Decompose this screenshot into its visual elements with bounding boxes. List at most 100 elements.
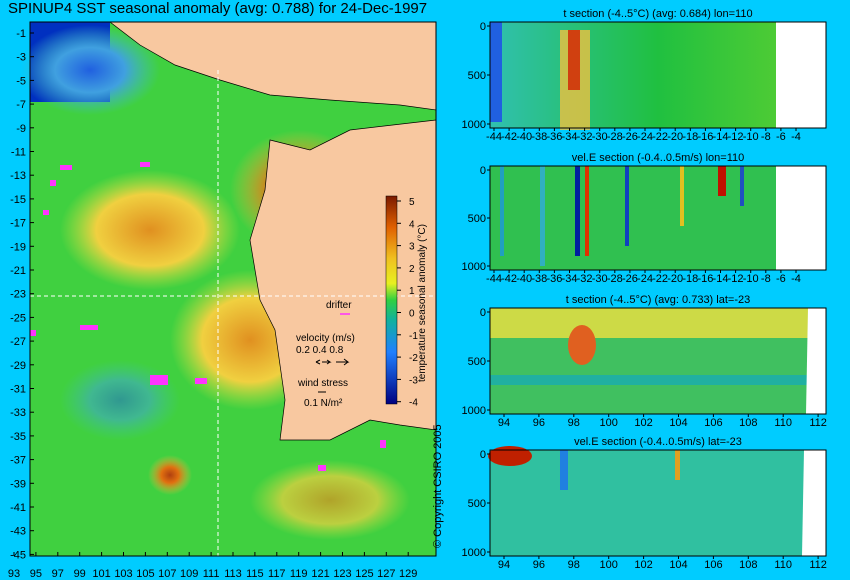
map-hot-eddy bbox=[148, 455, 192, 495]
velocity-arrow-3 bbox=[336, 358, 350, 366]
wind-stress-legend-title: wind stress bbox=[298, 378, 349, 389]
section-3-x-tick-label: 102 bbox=[634, 417, 652, 429]
map-lat-tick-label: -3 bbox=[16, 52, 26, 64]
section-2-x-tick-label: -34 bbox=[562, 273, 578, 285]
section-4-y-tick-label: 1000 bbox=[462, 547, 486, 559]
section-2-x-tick-label: -12 bbox=[728, 273, 744, 285]
section-4-x-tick-label: 100 bbox=[600, 559, 618, 571]
map-lat-tick-label: -35 bbox=[10, 431, 26, 443]
section-2-title: vel.E section (-0.4..0.5m/s) lon=110 bbox=[571, 152, 745, 164]
section-4-y-tick-label: 0 bbox=[480, 449, 486, 461]
map-cool-eddy bbox=[60, 360, 180, 440]
section-2-plot bbox=[490, 166, 826, 270]
section-3-warm-layer bbox=[490, 308, 810, 338]
map-lon-tick-label: 103 bbox=[114, 568, 132, 580]
section-3-x-tick-label: 100 bbox=[600, 417, 618, 429]
section-4-plot bbox=[490, 450, 826, 556]
section-2-x-tick-label: -16 bbox=[697, 273, 713, 285]
section-4-x-tick-label: 112 bbox=[809, 559, 827, 571]
section-2-stripes bbox=[500, 166, 744, 266]
map-lon-tick-label: 105 bbox=[136, 568, 154, 580]
section-4-east-flow bbox=[675, 450, 680, 480]
section-2-x-tick-label: -18 bbox=[682, 273, 698, 285]
section-1-y-tick-label: 500 bbox=[468, 70, 486, 82]
map-lon-tick-label: 111 bbox=[203, 568, 220, 580]
section-2-x-tick-label: -30 bbox=[592, 273, 608, 285]
map-lat-tick-label: -9 bbox=[16, 123, 26, 135]
section-2-x-tick-label: -24 bbox=[637, 273, 653, 285]
section-3-hot-spot bbox=[568, 325, 596, 365]
section-1-x-tick-label: -30 bbox=[592, 131, 608, 143]
section-1-x-tick-label: -24 bbox=[637, 131, 653, 143]
section-2-x-tick-label: -44 bbox=[486, 273, 502, 285]
section-2-x-tick-label: -32 bbox=[577, 273, 593, 285]
section-1-x-tick-label: -26 bbox=[622, 131, 638, 143]
colorbar-label: temperature seasonal anomaly (°C) bbox=[417, 224, 428, 382]
map-warm-region-3 bbox=[250, 460, 410, 540]
map-lon-tick-label: 115 bbox=[246, 568, 264, 580]
map-lat-tick-label: -37 bbox=[10, 455, 26, 467]
section-3-title: t section (-4..5°C) (avg: 0.733) lat=-23 bbox=[565, 294, 751, 306]
section-1-x-tick-label: -10 bbox=[743, 131, 759, 143]
section-3-x-tick-label: 96 bbox=[533, 417, 545, 429]
section-1-x-tick-label: -14 bbox=[713, 131, 729, 143]
section-4-x-tick-label: 96 bbox=[533, 559, 545, 571]
velocity-legend-title: velocity (m/s) bbox=[296, 333, 355, 344]
copyright-notice: © Copyright CSIRO 2005 bbox=[432, 424, 444, 548]
map-lat-tick-label: -33 bbox=[10, 407, 26, 419]
colorbar-tick-label: 3 bbox=[409, 242, 415, 253]
section-4-x-tick-label: 94 bbox=[498, 559, 510, 571]
map-warm-region-1 bbox=[60, 170, 240, 290]
section-1-x-tick-label: -18 bbox=[682, 131, 698, 143]
section-4-land bbox=[802, 450, 826, 556]
section-4-x-tick-label: 106 bbox=[704, 559, 722, 571]
section-2-x-tick-label: -28 bbox=[607, 273, 623, 285]
map-lat-tick-label: -13 bbox=[10, 170, 26, 182]
section-3-x-tick-label: 98 bbox=[568, 417, 580, 429]
section-2-x-tick-label: -4 bbox=[791, 273, 801, 285]
section-4-x-tick-label: 102 bbox=[634, 559, 652, 571]
map-lon-tick-label: 95 bbox=[30, 568, 42, 580]
map-lat-tick-label: -43 bbox=[10, 526, 26, 538]
section-1-x-tick-label: -12 bbox=[728, 131, 744, 143]
section-2-x-tick-label: -36 bbox=[546, 273, 562, 285]
map-lon-tick-label: 113 bbox=[224, 568, 242, 580]
drifter-legend-label: drifter bbox=[326, 300, 352, 311]
map-lon-tick-label: 119 bbox=[290, 568, 308, 580]
section-3-land bbox=[806, 308, 826, 414]
section-2-x-tick-label: -38 bbox=[531, 273, 547, 285]
map-cold-eddy bbox=[20, 25, 160, 115]
section-2-x-tick-label: -40 bbox=[516, 273, 532, 285]
colorbar-tick-label: -3 bbox=[409, 375, 418, 386]
map-lon-tick-label: 127 bbox=[377, 568, 395, 580]
map-lat-tick-label: -15 bbox=[10, 194, 26, 206]
section-2-x-tick-label: -6 bbox=[776, 273, 786, 285]
section-1-x-tick-label: -16 bbox=[697, 131, 713, 143]
section-4-y-tick-label: 500 bbox=[468, 498, 486, 510]
page-title: SPINUP4 SST seasonal anomaly (avg: 0.788… bbox=[8, 0, 428, 17]
colorbar-tick-label: 5 bbox=[409, 197, 415, 208]
section-2-x-tick-label: -20 bbox=[667, 273, 683, 285]
section-3-y-tick-label: 500 bbox=[468, 356, 486, 368]
section-1-x-tick-label: -44 bbox=[486, 131, 502, 143]
map-lon-tick-label: 99 bbox=[74, 568, 86, 580]
section-1-x-tick-label: -42 bbox=[501, 131, 517, 143]
map-lat-tick-label: -27 bbox=[10, 336, 26, 348]
velocity-arrow-2 bbox=[322, 359, 332, 365]
section-1-x-tick-label: -36 bbox=[546, 131, 562, 143]
map-lon-tick-label: 93 bbox=[8, 568, 20, 580]
axes-layer: -1-3-5-7-9-11-13-15-17-19-21-23-25-27-29… bbox=[8, 21, 827, 580]
section-2-x-tick-label: -14 bbox=[713, 273, 729, 285]
section-2-x-tick-label: -26 bbox=[622, 273, 638, 285]
section-3-cool-layer bbox=[490, 375, 810, 385]
map-lat-tick-label: -7 bbox=[16, 99, 26, 111]
colorbar-tick-label: 2 bbox=[409, 264, 415, 275]
map-lat-tick-label: -1 bbox=[16, 28, 26, 40]
map-lon-tick-label: 101 bbox=[92, 568, 110, 580]
colorbar-tick-label: -4 bbox=[409, 398, 418, 409]
colorbar-tick-label: 4 bbox=[409, 219, 415, 230]
map-lat-tick-label: -21 bbox=[10, 265, 26, 277]
map-lon-tick-label: 121 bbox=[311, 568, 329, 580]
section-1-title: t section (-4..5°C) (avg: 0.684) lon=110 bbox=[563, 8, 753, 20]
section-2-x-tick-label: -22 bbox=[652, 273, 668, 285]
